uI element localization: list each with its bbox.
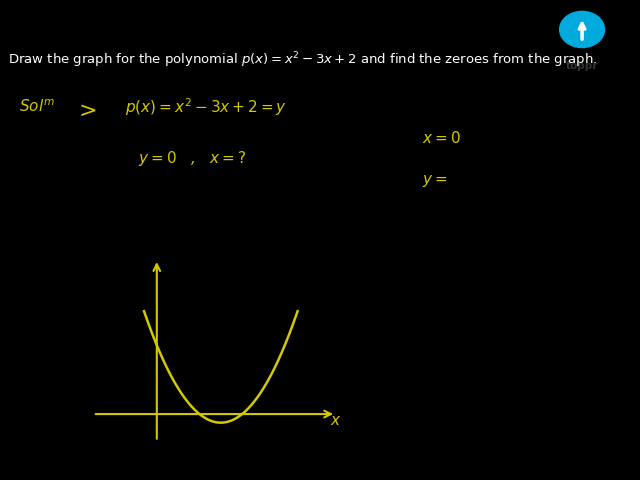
Text: $y = $: $y = $ <box>422 173 448 189</box>
Circle shape <box>559 12 605 48</box>
Text: Draw the graph for the polynomial $p(x) = x^2 - 3x + 2$ and find the zeroes from: Draw the graph for the polynomial $p(x) … <box>8 50 597 70</box>
Text: $p(x) = x^2 - 3x + 2 = y$: $p(x) = x^2 - 3x + 2 = y$ <box>125 96 287 118</box>
Text: $x$: $x$ <box>330 413 341 429</box>
Text: $y = 0$   ,   $x = ?$: $y = 0$ , $x = ?$ <box>138 149 246 168</box>
Text: $>$: $>$ <box>74 101 96 121</box>
Text: $x = 0$: $x = 0$ <box>422 130 461 145</box>
Text: toppr: toppr <box>566 61 598 72</box>
Text: $Sol^m$: $Sol^m$ <box>19 98 55 115</box>
